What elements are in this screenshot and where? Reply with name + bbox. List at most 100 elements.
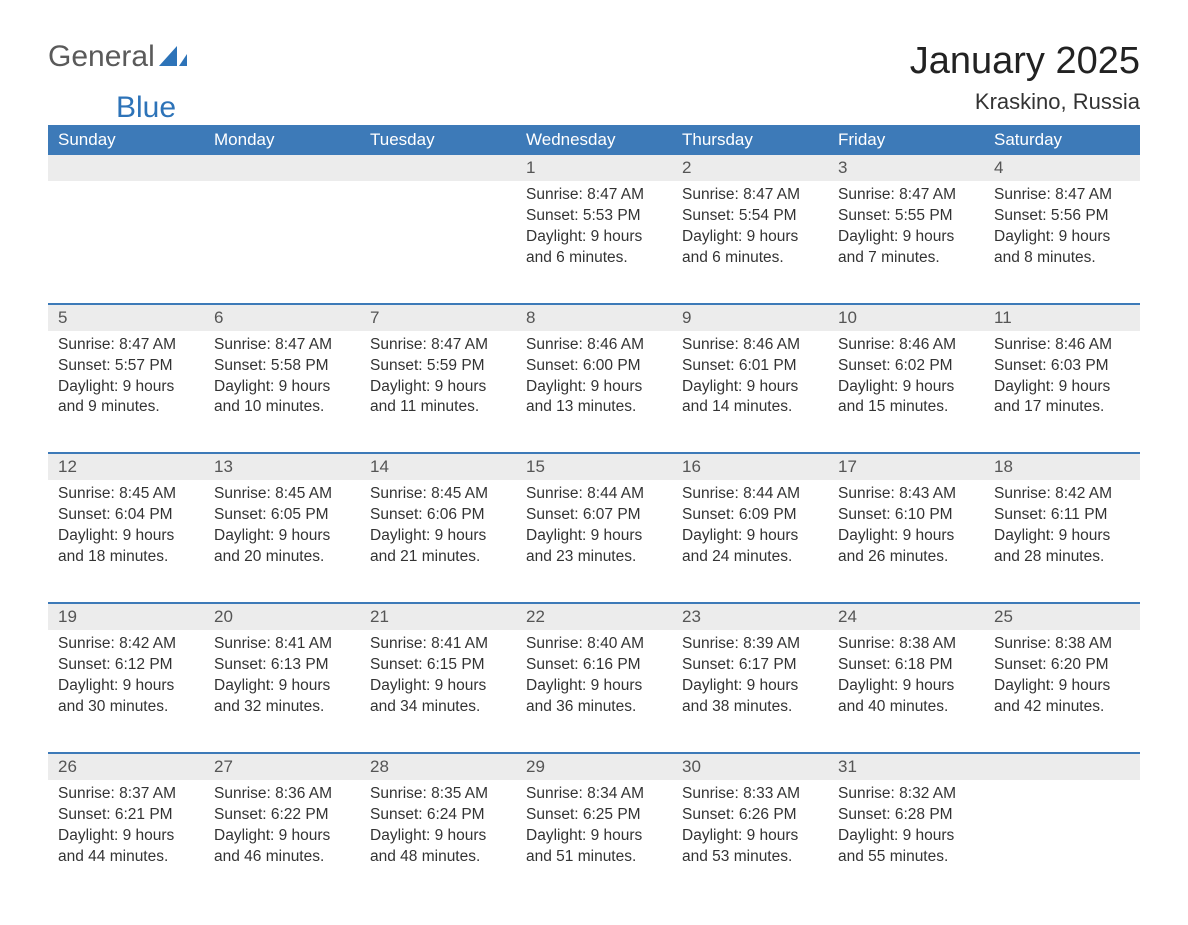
sunrise-text: Sunrise: 8:47 AM bbox=[526, 185, 662, 206]
sunset-text: Sunset: 6:10 PM bbox=[838, 505, 974, 526]
logo-text-blue: Blue bbox=[116, 91, 176, 124]
day-number: 28 bbox=[360, 754, 516, 780]
sunrise-text: Sunrise: 8:35 AM bbox=[370, 784, 506, 805]
sunrise-text: Sunrise: 8:44 AM bbox=[682, 484, 818, 505]
daylight-text: Daylight: 9 hours and 18 minutes. bbox=[58, 526, 194, 568]
day-number: 29 bbox=[516, 754, 672, 780]
day-cell: Sunrise: 8:47 AMSunset: 5:56 PMDaylight:… bbox=[984, 181, 1140, 287]
sunset-text: Sunset: 6:22 PM bbox=[214, 805, 350, 826]
daylight-text: Daylight: 9 hours and 36 minutes. bbox=[526, 676, 662, 718]
day-header: Tuesday bbox=[360, 125, 516, 155]
day-cell bbox=[48, 181, 204, 287]
day-number: 10 bbox=[828, 305, 984, 331]
sunrise-text: Sunrise: 8:37 AM bbox=[58, 784, 194, 805]
sunset-text: Sunset: 6:05 PM bbox=[214, 505, 350, 526]
daycontent-row: Sunrise: 8:45 AMSunset: 6:04 PMDaylight:… bbox=[48, 480, 1140, 586]
daycontent-row: Sunrise: 8:47 AMSunset: 5:57 PMDaylight:… bbox=[48, 331, 1140, 437]
day-cell: Sunrise: 8:33 AMSunset: 6:26 PMDaylight:… bbox=[672, 780, 828, 886]
sunrise-text: Sunrise: 8:46 AM bbox=[994, 335, 1130, 356]
day-header: Saturday bbox=[984, 125, 1140, 155]
sunset-text: Sunset: 6:16 PM bbox=[526, 655, 662, 676]
daylight-text: Daylight: 9 hours and 46 minutes. bbox=[214, 826, 350, 868]
week: 19202122232425Sunrise: 8:42 AMSunset: 6:… bbox=[48, 602, 1140, 736]
sunset-text: Sunset: 5:57 PM bbox=[58, 356, 194, 377]
day-cell: Sunrise: 8:39 AMSunset: 6:17 PMDaylight:… bbox=[672, 630, 828, 736]
sunset-text: Sunset: 6:18 PM bbox=[838, 655, 974, 676]
sunset-text: Sunset: 6:07 PM bbox=[526, 505, 662, 526]
day-cell: Sunrise: 8:32 AMSunset: 6:28 PMDaylight:… bbox=[828, 780, 984, 886]
sunset-text: Sunset: 5:54 PM bbox=[682, 206, 818, 227]
day-number bbox=[48, 155, 204, 181]
sunset-text: Sunset: 6:15 PM bbox=[370, 655, 506, 676]
day-number: 22 bbox=[516, 604, 672, 630]
daynum-row: 12131415161718 bbox=[48, 452, 1140, 480]
logo-sail-icon bbox=[159, 44, 187, 71]
day-number: 13 bbox=[204, 454, 360, 480]
sunrise-text: Sunrise: 8:34 AM bbox=[526, 784, 662, 805]
sunset-text: Sunset: 6:13 PM bbox=[214, 655, 350, 676]
sunrise-text: Sunrise: 8:41 AM bbox=[214, 634, 350, 655]
daylight-text: Daylight: 9 hours and 11 minutes. bbox=[370, 377, 506, 419]
week: 262728293031Sunrise: 8:37 AMSunset: 6:21… bbox=[48, 752, 1140, 886]
day-number: 17 bbox=[828, 454, 984, 480]
sunrise-text: Sunrise: 8:47 AM bbox=[370, 335, 506, 356]
sunset-text: Sunset: 6:25 PM bbox=[526, 805, 662, 826]
day-number: 2 bbox=[672, 155, 828, 181]
day-cell: Sunrise: 8:41 AMSunset: 6:15 PMDaylight:… bbox=[360, 630, 516, 736]
day-number: 7 bbox=[360, 305, 516, 331]
day-cell: Sunrise: 8:47 AMSunset: 5:53 PMDaylight:… bbox=[516, 181, 672, 287]
daycontent-row: Sunrise: 8:37 AMSunset: 6:21 PMDaylight:… bbox=[48, 780, 1140, 886]
day-number: 5 bbox=[48, 305, 204, 331]
sunrise-text: Sunrise: 8:47 AM bbox=[214, 335, 350, 356]
page-title: January 2025 bbox=[910, 40, 1140, 83]
week: 12131415161718Sunrise: 8:45 AMSunset: 6:… bbox=[48, 452, 1140, 586]
day-cell: Sunrise: 8:46 AMSunset: 6:03 PMDaylight:… bbox=[984, 331, 1140, 437]
title-block: January 2025 bbox=[910, 40, 1140, 83]
daylight-text: Daylight: 9 hours and 38 minutes. bbox=[682, 676, 818, 718]
day-cell: Sunrise: 8:40 AMSunset: 6:16 PMDaylight:… bbox=[516, 630, 672, 736]
day-number: 26 bbox=[48, 754, 204, 780]
location: Kraskino, Russia bbox=[975, 89, 1140, 115]
sunset-text: Sunset: 6:00 PM bbox=[526, 356, 662, 377]
day-number: 30 bbox=[672, 754, 828, 780]
day-number: 18 bbox=[984, 454, 1140, 480]
day-cell: Sunrise: 8:46 AMSunset: 6:00 PMDaylight:… bbox=[516, 331, 672, 437]
daynum-row: 1234 bbox=[48, 155, 1140, 181]
sunrise-text: Sunrise: 8:46 AM bbox=[526, 335, 662, 356]
day-cell: Sunrise: 8:34 AMSunset: 6:25 PMDaylight:… bbox=[516, 780, 672, 886]
daylight-text: Daylight: 9 hours and 40 minutes. bbox=[838, 676, 974, 718]
day-number: 4 bbox=[984, 155, 1140, 181]
day-cell: Sunrise: 8:38 AMSunset: 6:20 PMDaylight:… bbox=[984, 630, 1140, 736]
day-number: 19 bbox=[48, 604, 204, 630]
day-cell: Sunrise: 8:45 AMSunset: 6:04 PMDaylight:… bbox=[48, 480, 204, 586]
daylight-text: Daylight: 9 hours and 7 minutes. bbox=[838, 227, 974, 269]
day-header: Wednesday bbox=[516, 125, 672, 155]
logo-text-general: General bbox=[48, 40, 155, 74]
day-number: 15 bbox=[516, 454, 672, 480]
day-cell: Sunrise: 8:43 AMSunset: 6:10 PMDaylight:… bbox=[828, 480, 984, 586]
daylight-text: Daylight: 9 hours and 51 minutes. bbox=[526, 826, 662, 868]
logo: General bbox=[48, 40, 189, 74]
day-number: 16 bbox=[672, 454, 828, 480]
day-cell: Sunrise: 8:44 AMSunset: 6:09 PMDaylight:… bbox=[672, 480, 828, 586]
daylight-text: Daylight: 9 hours and 14 minutes. bbox=[682, 377, 818, 419]
sunrise-text: Sunrise: 8:45 AM bbox=[214, 484, 350, 505]
sunset-text: Sunset: 6:09 PM bbox=[682, 505, 818, 526]
day-cell: Sunrise: 8:46 AMSunset: 6:02 PMDaylight:… bbox=[828, 331, 984, 437]
sunrise-text: Sunrise: 8:36 AM bbox=[214, 784, 350, 805]
sunrise-text: Sunrise: 8:33 AM bbox=[682, 784, 818, 805]
daylight-text: Daylight: 9 hours and 26 minutes. bbox=[838, 526, 974, 568]
sunrise-text: Sunrise: 8:46 AM bbox=[838, 335, 974, 356]
daylight-text: Daylight: 9 hours and 6 minutes. bbox=[526, 227, 662, 269]
sunrise-text: Sunrise: 8:45 AM bbox=[58, 484, 194, 505]
sunrise-text: Sunrise: 8:38 AM bbox=[994, 634, 1130, 655]
week: 567891011Sunrise: 8:47 AMSunset: 5:57 PM… bbox=[48, 303, 1140, 437]
day-header-row: Sunday Monday Tuesday Wednesday Thursday… bbox=[48, 125, 1140, 155]
sunrise-text: Sunrise: 8:41 AM bbox=[370, 634, 506, 655]
day-number: 3 bbox=[828, 155, 984, 181]
day-number: 9 bbox=[672, 305, 828, 331]
sunrise-text: Sunrise: 8:47 AM bbox=[58, 335, 194, 356]
daylight-text: Daylight: 9 hours and 6 minutes. bbox=[682, 227, 818, 269]
day-cell: Sunrise: 8:47 AMSunset: 5:55 PMDaylight:… bbox=[828, 181, 984, 287]
sunset-text: Sunset: 6:06 PM bbox=[370, 505, 506, 526]
